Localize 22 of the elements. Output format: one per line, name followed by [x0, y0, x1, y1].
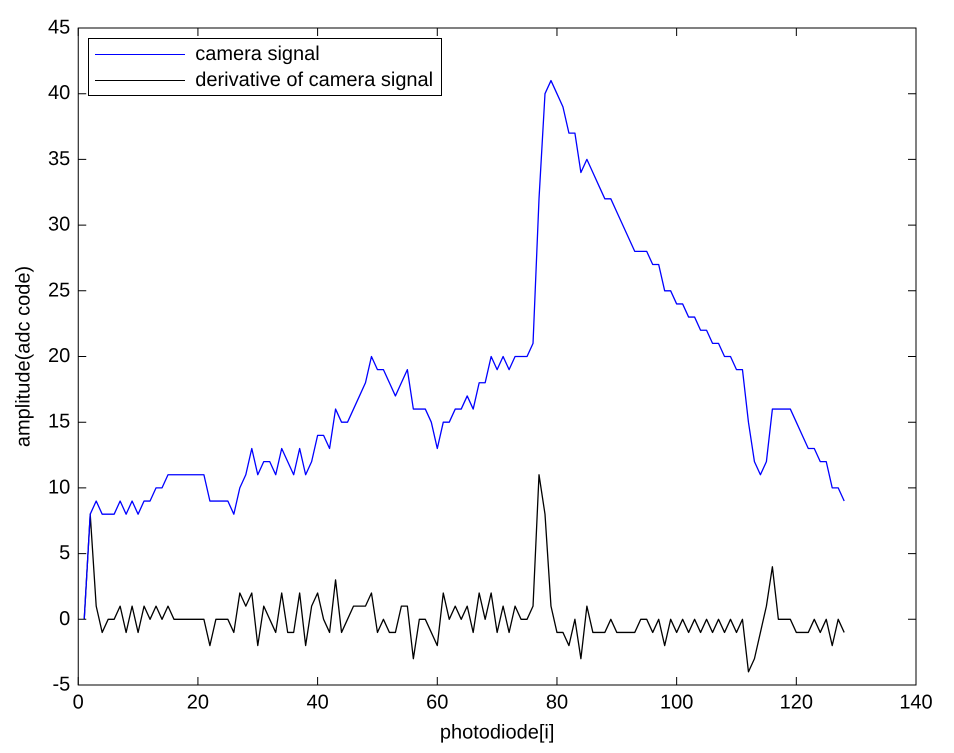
- x-tick-label: 20: [186, 692, 210, 714]
- x-tick-label: 80: [546, 692, 568, 714]
- x-tick-label: 120: [780, 692, 814, 714]
- y-tick-label: 35: [48, 148, 70, 170]
- x-axis-title: photodiode[i]: [440, 722, 554, 744]
- y-tick-label: 30: [48, 214, 70, 236]
- x-tick-label: 60: [426, 692, 448, 714]
- x-tick-label: 40: [306, 692, 329, 714]
- y-tick-label: 10: [48, 476, 70, 498]
- legend-label: derivative of camera signal: [195, 68, 434, 93]
- x-tick-label: 140: [899, 692, 933, 714]
- y-tick-label: 5: [59, 542, 70, 564]
- y-tick-label: 45: [48, 16, 70, 39]
- y-tick-label: 25: [48, 279, 70, 302]
- y-tick-label: 0: [59, 608, 70, 630]
- y-tick-label: 20: [48, 345, 70, 368]
- y-tick-label: -5: [52, 674, 70, 696]
- y-tick-label: 15: [48, 410, 70, 433]
- y-tick-label: 40: [48, 82, 70, 104]
- y-axis-title: amplitude(adc code): [12, 266, 35, 448]
- x-tick-label: 100: [660, 692, 694, 714]
- legend-label: camera signal: [195, 42, 320, 67]
